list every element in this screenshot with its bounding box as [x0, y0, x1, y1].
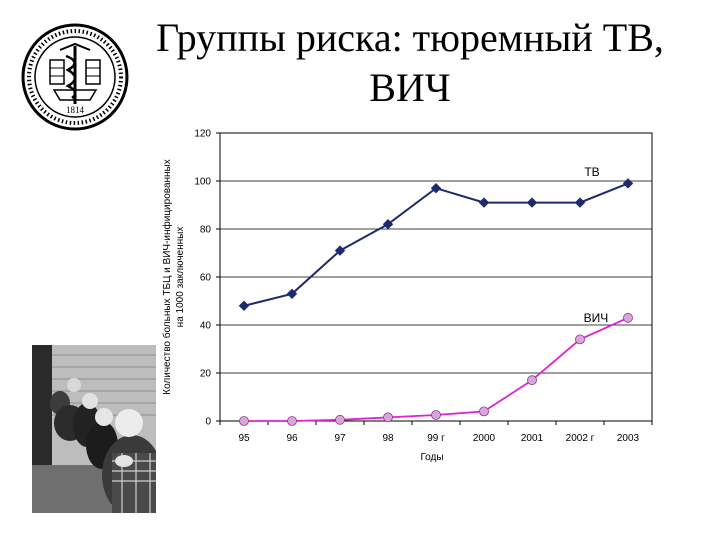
series-line-hiv: [244, 316, 629, 422]
y-tick-label: 0: [205, 417, 211, 428]
data-point-hiv: [335, 414, 345, 425]
series-label-tb: ТВ: [584, 165, 599, 179]
data-point-tb: [238, 300, 250, 312]
x-tick-label: 99 г: [427, 433, 445, 444]
x-tick-label: 98: [382, 433, 394, 444]
y-tick-label: 80: [200, 225, 212, 236]
data-point-hiv: [479, 406, 489, 417]
x-tick-label: 2002 г: [566, 433, 595, 444]
y-tick-label: 60: [200, 273, 212, 284]
x-tick-label: 96: [286, 433, 298, 444]
y-tick-label: 100: [194, 177, 211, 188]
y-tick-label: 120: [194, 129, 211, 140]
data-point-tb: [382, 218, 394, 230]
data-point-tb: [334, 245, 346, 256]
data-point-hiv: [239, 416, 249, 426]
data-point-tb: [478, 197, 490, 208]
slide-title-line-2: ВИЧ: [369, 65, 451, 110]
data-point-hiv: [383, 412, 393, 423]
data-point-hiv: [431, 410, 441, 420]
y-tick-label: 20: [200, 369, 212, 380]
logo-year-text: 1814: [66, 105, 85, 115]
series-label-hiv: ВИЧ: [584, 311, 609, 325]
series-line-tb: [243, 182, 629, 307]
x-axis-label: Годы: [420, 452, 443, 463]
x-tick-label: 97: [334, 433, 346, 444]
data-point-hiv: [527, 375, 537, 386]
y-axis-label-line-2: на 1000 заключенных: [175, 227, 186, 328]
line-chart: 0 20 40 60 80 100 120 95 96 97 98 99 г 2000 2001 2002…: [161, 129, 653, 463]
slide-title-line-1: Группы риска: тюремный ТВ,: [156, 15, 664, 60]
x-tick-label: 2000: [473, 433, 496, 444]
data-point-tb: [430, 182, 442, 194]
data-point-hiv: [287, 416, 297, 426]
x-tick-label: 2001: [521, 433, 544, 444]
data-point-tb: [526, 197, 538, 208]
data-point-tb: [622, 178, 634, 189]
prisoners-photo: [32, 345, 156, 513]
data-point-hiv: [623, 312, 633, 323]
university-seal-icon: 1814: [21, 23, 129, 131]
data-point-tb: [286, 288, 298, 300]
data-point-hiv: [575, 334, 585, 345]
data-point-tb: [574, 197, 586, 208]
y-tick-label: 40: [200, 321, 212, 332]
x-tick-label: 2003: [617, 433, 640, 444]
y-axis-label-line-1: Количество больных ТБЦ и ВИЧ-инфицирован…: [161, 159, 173, 395]
x-tick-label: 95: [238, 433, 250, 444]
